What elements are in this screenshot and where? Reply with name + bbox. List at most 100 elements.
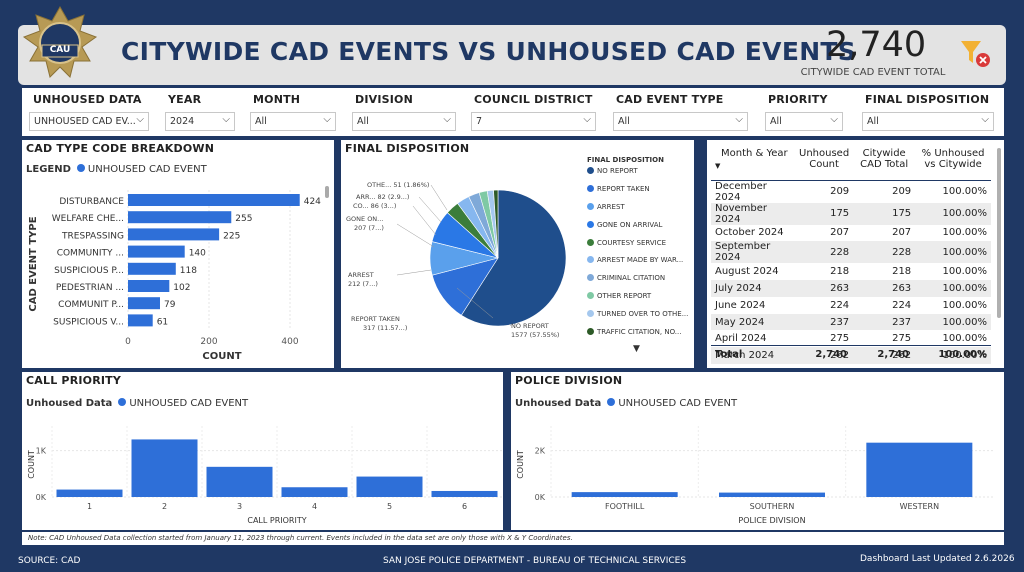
pie-data-label: ARREST	[348, 271, 374, 279]
table-cell: 218	[892, 266, 912, 278]
legend-entry[interactable]: CRIMINAL CITATION	[587, 274, 691, 292]
legend-entry[interactable]: COURTESY SERVICE	[587, 238, 691, 257]
call-priority-chart[interactable]: 0K 1K 1 2 3 4 5 6 CALL PRIORITY COUNT	[22, 372, 503, 530]
filter-label-division: DIVISION	[355, 93, 414, 106]
police-division-title: POLICE DIVISION	[515, 374, 623, 387]
legend-dot-icon	[587, 238, 594, 246]
legend-label: Unhoused Data	[515, 398, 602, 409]
table-row[interactable]: March 2024 262 262 100.00%	[711, 347, 991, 365]
bar[interactable]	[128, 245, 185, 258]
filter-year[interactable]: 2024 ⌵	[165, 112, 235, 131]
leader-line	[396, 269, 432, 276]
bar[interactable]	[56, 489, 123, 497]
table-cell: 237	[830, 316, 850, 328]
table-row[interactable]: May 2024 237 237 100.00%	[711, 313, 991, 331]
bar[interactable]	[206, 466, 273, 497]
legend-label: OTHER REPORT	[597, 292, 652, 301]
bar[interactable]	[128, 194, 300, 206]
bar[interactable]	[571, 492, 678, 497]
bar[interactable]	[866, 442, 973, 497]
bar[interactable]	[128, 262, 176, 275]
pie-slice[interactable]	[460, 189, 567, 327]
scrollbar[interactable]	[325, 186, 329, 198]
footer-source: SOURCE: CAD	[18, 556, 81, 566]
category-label: DISTURBANCE	[59, 197, 124, 207]
legend-dot-icon	[587, 310, 594, 318]
legend-dot-icon	[587, 256, 594, 264]
legend-entry[interactable]: ARREST	[587, 202, 691, 221]
bar[interactable]	[431, 490, 498, 497]
filter-cad-event-type[interactable]: All ⌵	[613, 112, 748, 131]
pie-slice[interactable]	[493, 189, 499, 259]
header-citywide-total[interactable]: Citywide CAD Total	[853, 146, 915, 180]
header-percent-unhoused[interactable]: % Unhoused vs Citywide	[915, 146, 991, 180]
bar[interactable]	[131, 439, 198, 497]
legend-entry[interactable]: OTHER REPORT	[587, 292, 691, 310]
table-cell: September 2024	[715, 241, 771, 264]
filter-value: All	[255, 116, 267, 127]
filter-final-disposition[interactable]: All ⌵	[862, 112, 994, 131]
table-row[interactable]: August 2024 218 218 100.00%	[711, 263, 991, 280]
bar[interactable]	[128, 228, 220, 241]
legend-entry[interactable]: NO REPORT	[587, 167, 691, 185]
header-text: CAD Total	[860, 159, 909, 170]
bar[interactable]	[719, 492, 825, 497]
legend-dot-icon	[587, 167, 594, 174]
legend-entry[interactable]: GONE ON ARRIVAL	[587, 220, 691, 239]
table-row[interactable]: December 2024 209 209 100.00%	[711, 180, 991, 203]
table-row[interactable]: July 2024 263 263 100.00%	[711, 280, 991, 297]
legend-entry[interactable]: REPORT TAKEN	[587, 184, 691, 203]
police-division-legend: Unhoused Data UNHOUSED CAD EVENT	[515, 398, 737, 409]
month-table-total: Total 2,740 2,740 100.00%	[711, 345, 991, 362]
table-cell: 228	[892, 246, 912, 258]
table-row[interactable]: June 2024 224 224 100.00%	[711, 297, 991, 314]
legend-entry[interactable]: ARREST MADE BY WAR...	[587, 256, 691, 274]
header-month[interactable]: Month & Year ▼	[711, 146, 795, 180]
bar[interactable]	[128, 314, 153, 327]
bar-value-label: 424	[304, 197, 321, 207]
legend-entry[interactable]: TURNED OVER TO OTHE...	[587, 310, 691, 328]
table-row[interactable]: April 2024 275 275 100.00%	[711, 330, 991, 347]
bar[interactable]	[356, 476, 423, 497]
y-axis-label: COUNT	[27, 450, 36, 479]
bar[interactable]	[128, 280, 170, 292]
table-cell: 263	[892, 282, 912, 294]
table-row[interactable]: September 2024 228 228 100.00%	[711, 241, 991, 264]
filter-division[interactable]: All ⌵	[352, 112, 456, 131]
cad-breakdown-chart[interactable]: 0 200 400 DISTURBANCE 424 WELFARE CHE... 255 TR…	[22, 140, 334, 368]
filter-value: All	[770, 116, 782, 127]
filter-unhoused-data[interactable]: UNHOUSED CAD EV... ⌵	[29, 112, 149, 131]
filter-label-final-disposition: FINAL DISPOSITION	[865, 93, 990, 106]
bar-value-label: 140	[189, 249, 206, 259]
bar[interactable]	[128, 297, 160, 310]
x-tick-label: FOOTHILL	[605, 502, 645, 511]
clear-filters-button[interactable]	[958, 39, 992, 69]
legend-title: FINAL DISPOSITION	[587, 156, 664, 164]
filter-council-district[interactable]: 7 ⌵	[471, 112, 596, 131]
police-division-panel: POLICE DIVISION Unhoused Data UNHOUSED CA…	[511, 372, 1004, 530]
table-row[interactable]: October 2024 207 207 100.00%	[711, 225, 991, 242]
legend-dot-icon	[587, 328, 594, 336]
legend-label: COURTESY SERVICE	[597, 238, 667, 247]
table-row[interactable]: November 2024 175 175 100.00%	[711, 202, 991, 225]
filter-month[interactable]: All ⌵	[250, 112, 336, 131]
legend-dot-icon	[587, 292, 594, 300]
y-tick-label: 1K	[36, 447, 47, 456]
pie-data-label: 1577 (57.55%)	[511, 331, 559, 339]
bar[interactable]	[281, 487, 348, 497]
legend-dot-icon	[587, 274, 594, 282]
bar[interactable]	[128, 211, 232, 224]
filter-priority[interactable]: All ⌵	[765, 112, 843, 131]
leader-line	[412, 205, 437, 236]
header-text: % Unhoused	[921, 148, 985, 159]
header-unhoused-count[interactable]: Unhoused Count	[795, 146, 853, 180]
category-label: COMMUNITY ...	[57, 249, 124, 259]
table-scrollbar[interactable]	[997, 148, 1001, 318]
header-text: Citywide	[862, 148, 906, 159]
legend-entry[interactable]: TRAFFIC CITATION, NO...	[587, 328, 691, 346]
legend-more-down-icon[interactable]: ▼	[633, 343, 640, 354]
table-cell: 100.00%	[942, 246, 988, 258]
kpi-label: CITYWIDE CAD EVENT TOTAL	[800, 67, 946, 78]
